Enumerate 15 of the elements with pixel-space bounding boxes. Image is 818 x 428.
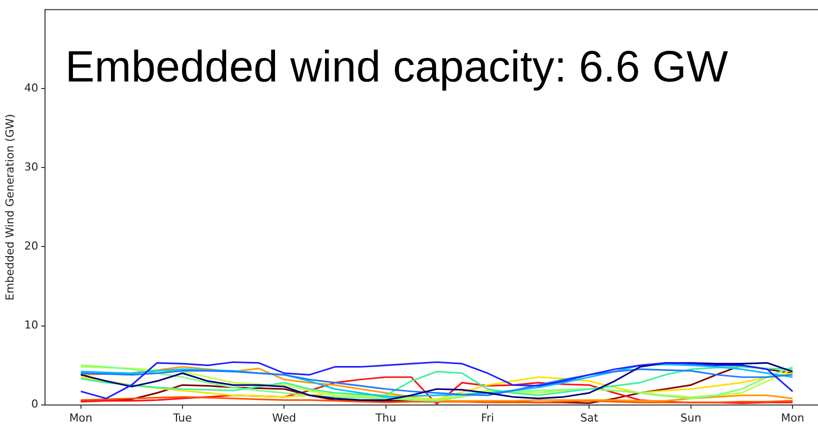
- y-tick-label: 10: [24, 318, 38, 332]
- y-tick-label: 40: [24, 82, 38, 94]
- x-tick-label: Mon: [780, 411, 804, 424]
- x-tick-label: Wed: [272, 411, 296, 424]
- x-tick-label: Fri: [480, 411, 494, 424]
- x-tick-label: Mon: [69, 411, 92, 424]
- y-tick-label: 0: [31, 398, 38, 411]
- y-tick-label: 30: [24, 160, 38, 174]
- x-tick-label: Tue: [172, 411, 192, 424]
- annotation: Embedded wind capacity: 6.6 GW: [65, 42, 728, 92]
- x-tick-label: Thu: [374, 411, 396, 424]
- x-tick-label: Sat: [580, 411, 599, 424]
- x-tick-label: Sun: [680, 411, 702, 424]
- y-axis-title: Embedded Wind Generation (GW): [3, 114, 16, 301]
- y-tick-label: 20: [24, 240, 38, 253]
